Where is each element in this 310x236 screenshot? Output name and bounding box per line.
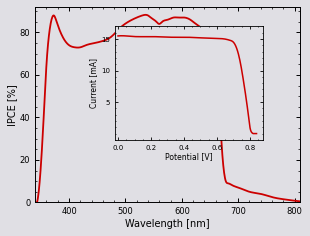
X-axis label: Wavelength [nm]: Wavelength [nm] <box>126 219 210 229</box>
Y-axis label: IPCE [%]: IPCE [%] <box>7 84 17 126</box>
